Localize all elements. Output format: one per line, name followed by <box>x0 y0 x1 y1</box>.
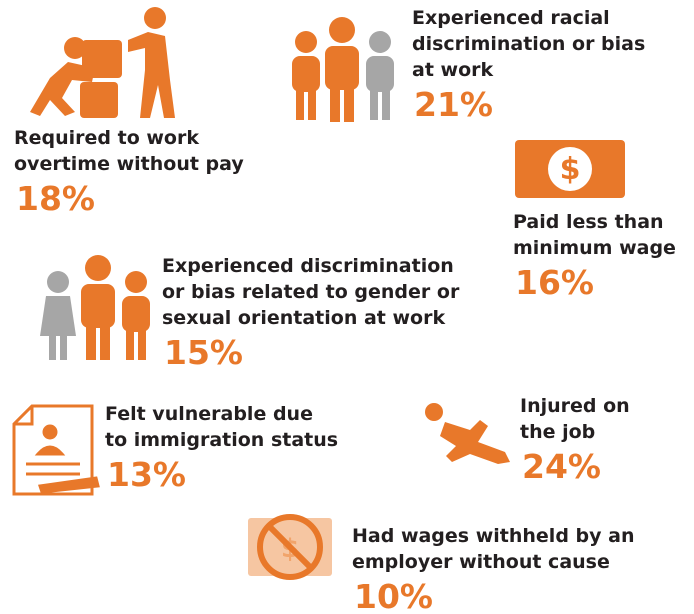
svg-text:$: $ <box>560 152 581 187</box>
item-label: Injured on <box>520 395 630 417</box>
item-label: Had wages withheld by an <box>352 525 635 547</box>
item-label: to immigration status <box>105 429 338 451</box>
item-label: Felt vulnerable due <box>105 403 313 425</box>
item-label: Experienced discrimination <box>162 255 454 277</box>
item-label: or bias related to gender or <box>162 281 460 303</box>
item-percent: 24% <box>522 447 601 486</box>
wages-icon: $ <box>248 514 332 580</box>
item-label: at work <box>412 59 493 81</box>
item-percent: 21% <box>414 85 493 124</box>
item-label: discrimination or bias <box>412 33 645 55</box>
overtime-icon <box>30 7 175 118</box>
money-icon: $ <box>515 140 625 198</box>
item-percent: 10% <box>354 577 433 614</box>
item-label: minimum wage <box>513 237 676 259</box>
item-label: Experienced racial <box>412 7 610 29</box>
item-label: Paid less than <box>513 211 664 233</box>
item-label: Required to work <box>14 127 199 149</box>
item-percent: 16% <box>515 263 594 302</box>
item-label: sexual orientation at work <box>162 307 445 329</box>
gender-icon <box>40 255 150 360</box>
item-label: overtime without pay <box>14 153 244 175</box>
injury-icon <box>425 403 510 464</box>
item-percent: 18% <box>16 179 95 218</box>
item-label: the job <box>520 421 595 443</box>
document-icon <box>12 404 100 496</box>
item-label: employer without cause <box>352 551 610 573</box>
item-percent: 15% <box>164 333 243 372</box>
racial-icon <box>292 17 394 122</box>
item-percent: 13% <box>107 455 186 494</box>
